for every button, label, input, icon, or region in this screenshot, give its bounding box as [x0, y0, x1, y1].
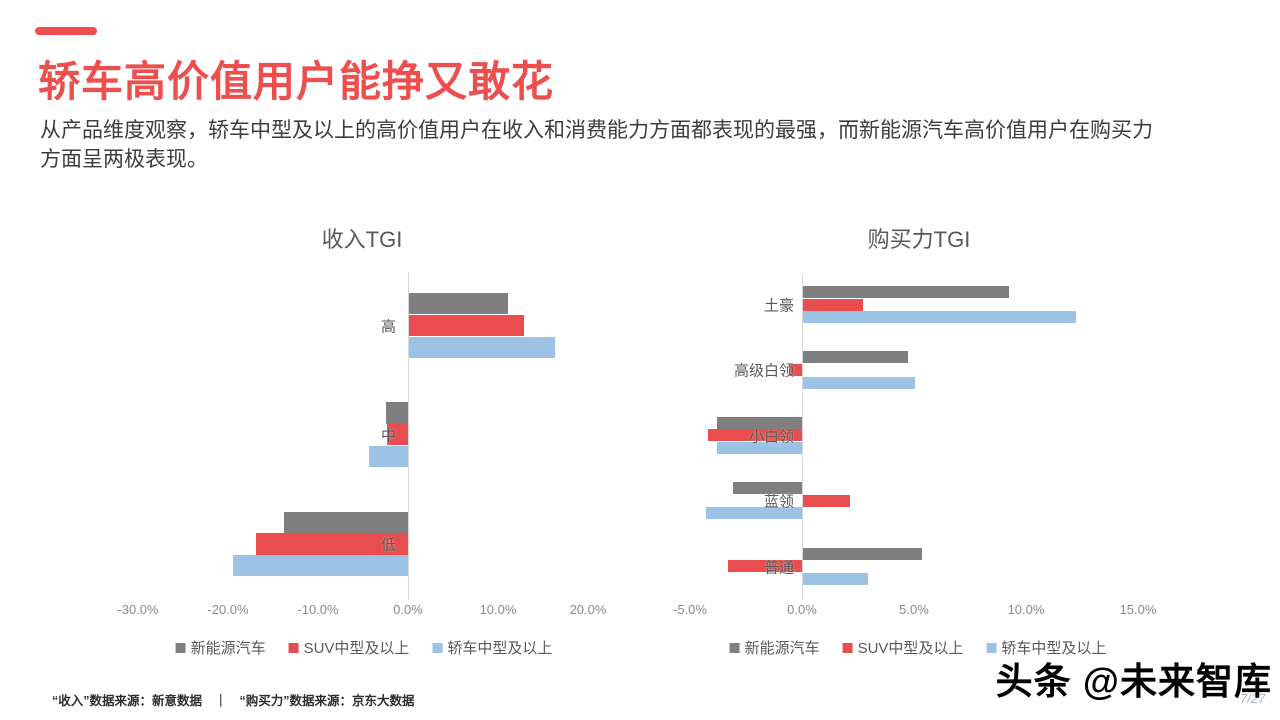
legend-item: SUV中型及以上 [288, 637, 410, 658]
y-axis-zero-line [408, 272, 409, 600]
bar-0-cat2-series0 [283, 511, 408, 533]
category-label: 中 [380, 427, 396, 445]
bar-1-cat4-series1 [728, 560, 802, 573]
legend-item: 新能源汽车 [175, 637, 266, 658]
bar-0-cat1-series2 [369, 445, 408, 468]
x-tick-label: -10.0% [297, 602, 339, 617]
category-label: 低 [380, 536, 396, 554]
x-tick-label: 5.0% [899, 602, 929, 617]
slide-subtitle-line-2: 方面呈两极表现。 [40, 148, 208, 171]
legend-swatch [986, 642, 997, 653]
legend-item: 轿车中型及以上 [432, 637, 552, 658]
bar-1-cat4-series2 [803, 572, 868, 585]
bar-0-cat1-series0 [386, 402, 408, 424]
x-tick-label: 0.0% [787, 602, 817, 617]
y-axis-zero-line [802, 274, 803, 600]
category-label: 普通 [763, 559, 794, 576]
legend: 新能源汽车 SUV中型及以上 轿车中型及以上 [175, 637, 552, 658]
x-tick-label: -20.0% [207, 602, 249, 617]
slide-subtitle: 从产品维度观察，轿车中型及以上的高价值用户在收入和消费能力方面都表现的最强，而新… [40, 116, 1153, 174]
legend-label: 轿车中型及以上 [1001, 640, 1107, 657]
bar-1-cat3-series0 [732, 482, 802, 495]
bar-0-cat0-series1 [409, 314, 525, 337]
category-label: 土豪 [763, 297, 794, 315]
bar-0-cat0-series0 [409, 293, 508, 315]
x-tick-label: 10.0% [479, 602, 517, 617]
legend-item: 新能源汽车 [729, 637, 820, 658]
legend-label: SUV中型及以上 [857, 640, 964, 657]
legend-label: 新能源汽车 [190, 640, 266, 657]
legend-swatch [432, 642, 443, 653]
legend-swatch [175, 642, 186, 653]
chart-title: 收入TGI [321, 227, 403, 252]
chart-title: 购买力TGI [867, 227, 971, 252]
bar-1-cat1-series1 [788, 364, 802, 377]
bar-1-cat1-series2 [803, 376, 915, 389]
category-label: 蓝领 [763, 493, 794, 511]
category-label: 高 [380, 318, 396, 336]
bar-1-cat3-series2 [705, 507, 802, 520]
slide-subtitle-line-1: 从产品维度观察，轿车中型及以上的高价值用户在收入和消费能力方面都表现的最强，而新… [40, 119, 1153, 142]
bar-0-cat0-series2 [409, 336, 555, 358]
bar-1-cat1-series0 [803, 351, 909, 364]
bar-0-cat2-series2 [233, 555, 408, 577]
bar-1-cat0-series0 [803, 286, 1010, 299]
x-tick-label: 0.0% [393, 602, 423, 617]
bar-1-cat4-series0 [803, 547, 922, 560]
bar-0-cat2-series1 [255, 533, 408, 555]
toutiao-watermark: 头条 @未来智库 [995, 661, 1272, 702]
title-accent-dash [35, 27, 97, 35]
x-tick-label: -5.0% [673, 602, 707, 617]
data-source-note: “收入”数据来源：新意数据 ｜ “购买力”数据来源：京东大数据 [52, 694, 415, 708]
legend: 新能源汽车 SUV中型及以上 轿车中型及以上 [729, 637, 1106, 658]
bar-1-cat2-series2 [716, 442, 802, 455]
legend-label: 新能源汽车 [744, 640, 820, 657]
x-tick-label: 10.0% [1007, 602, 1045, 617]
legend-item: 轿车中型及以上 [986, 637, 1106, 658]
bar-1-cat3-series1 [803, 494, 851, 507]
slide-title: 轿车高价值用户能挣又敢花 [38, 58, 555, 105]
x-tick-label: 20.0% [569, 602, 607, 617]
bar-1-cat0-series2 [803, 311, 1077, 324]
x-tick-label: -30.0% [117, 602, 159, 617]
bar-1-cat2-series0 [716, 416, 802, 429]
bar-1-cat0-series1 [803, 298, 864, 311]
legend-label: SUV中型及以上 [303, 640, 410, 657]
category-label: 高级白领 [733, 362, 794, 380]
legend-label: 轿车中型及以上 [447, 640, 553, 657]
category-label: 小白领 [748, 428, 794, 446]
legend-item: SUV中型及以上 [842, 637, 964, 658]
page-number: 7/27 [1240, 691, 1266, 706]
x-tick-label: 15.0% [1119, 602, 1157, 617]
legend-swatch [842, 642, 853, 653]
bar-1-cat2-series1 [707, 429, 802, 442]
bar-0-cat1-series1 [387, 424, 408, 446]
legend-swatch [729, 642, 740, 653]
legend-swatch [288, 642, 299, 653]
